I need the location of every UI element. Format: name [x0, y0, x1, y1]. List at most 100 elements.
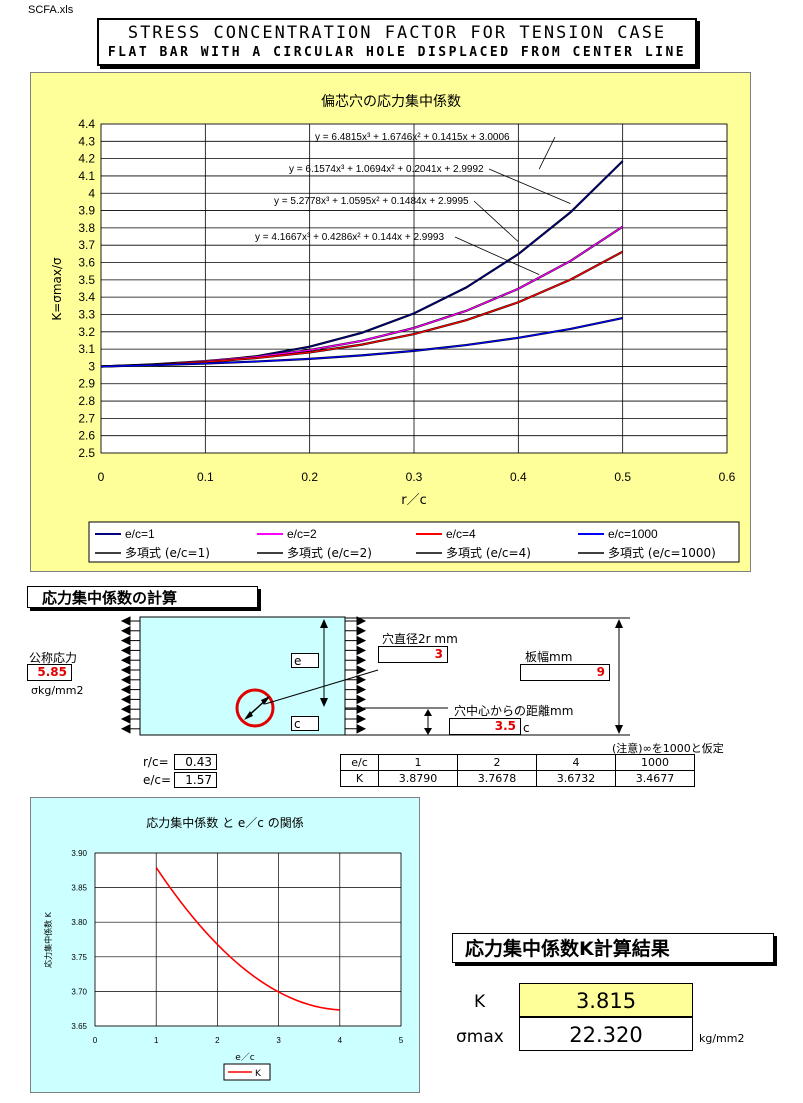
chart1-legend [88, 521, 740, 563]
force-arrowhead [356, 625, 367, 636]
chart-area-scf[interactable]: 2.5 2.6 2.7 2.8 2.9 3 3.1 3.2 3.3 3.4 3.5 3.6 3.7 3.8… [30, 72, 751, 572]
x-tick-label: 0.6 [719, 470, 736, 484]
y-tick-label: 3.6 [78, 256, 95, 270]
center-distance-input[interactable]: 3.5 [449, 718, 521, 735]
force-arrowhead [120, 704, 131, 715]
y-tick-label: 3.80 [71, 918, 87, 927]
x-tick-label: 0 [93, 1036, 98, 1045]
chart2-xlabel: e／c [235, 1052, 255, 1063]
chart1-svg: 2.5 2.6 2.7 2.8 2.9 3 3.1 3.2 3.3 3.4 3.5 3.6 3.7 3.8… [50, 93, 740, 563]
legend-entry: e/c=4 [446, 527, 476, 541]
y-tick-label: 3.8 [78, 221, 95, 235]
nominal-stress-label: 公称応力 [29, 651, 78, 665]
smax-value: 22.320 [519, 1017, 693, 1051]
smax-label: σmax [456, 1027, 504, 1047]
chart2-title: 応力集中係数 と e／c の関係 [146, 815, 303, 830]
y-tick-label: 3.9 [78, 204, 95, 218]
series-line-k [155, 867, 340, 1011]
chart2-ylabel: 応力集中係数 K [43, 911, 53, 968]
force-arrowhead [356, 665, 367, 675]
k-table-header-row: e/c 1 2 4 1000 [340, 754, 695, 771]
k-table-value-row: K 3.8790 3.7678 3.6732 3.4677 [340, 770, 695, 787]
force-arrowhead [120, 625, 131, 636]
k-table-cell: 3.6732 [536, 770, 616, 787]
plate-width-label: 板幅mm [525, 650, 573, 664]
force-arrowhead [356, 704, 367, 715]
y-tick-label: 3.85 [71, 884, 87, 893]
force-arrowhead [356, 645, 367, 656]
rc-label: r/c= [143, 755, 169, 769]
force-arrowhead [356, 714, 367, 724]
series-line-4 [100, 317, 623, 368]
y-tick-label: 3.7 [78, 238, 95, 252]
y-tick-label: 4.1 [78, 169, 95, 183]
force-arrowhead [120, 694, 131, 705]
result-title: 応力集中係数K計算結果 [452, 933, 774, 963]
force-arrowhead [120, 714, 131, 724]
chart-area-k-vs-ec[interactable]: 3.65 3.70 3.75 3.80 3.85 3.90 0 1 2 3 4 5 応力集中係数 と e… [30, 797, 420, 1093]
y-tick-label: 4.3 [78, 134, 95, 148]
force-arrowhead [120, 674, 131, 685]
title-line2: FLAT BAR WITH A CIRCULAR HOLE DISPLACED … [107, 45, 687, 60]
k-table-cell: 1000 [615, 754, 695, 771]
nominal-stress-input[interactable]: 5.85 [27, 664, 72, 681]
y-tick-label: 3.4 [78, 290, 95, 304]
hole-diameter-input[interactable]: 3 [378, 646, 448, 663]
k-table: e/c 1 2 4 1000 K 3.8790 3.7678 3.6732 3.… [340, 754, 695, 787]
k-table-cell: 3.7678 [457, 770, 537, 787]
force-arrowhead [120, 635, 131, 646]
y-tick-label: 3.65 [71, 1022, 87, 1031]
x-tick-label: 0.5 [614, 470, 631, 484]
k-table-cell: K [340, 770, 379, 787]
e-label: e [294, 654, 302, 668]
force-arrowhead [356, 655, 367, 666]
x-tick-label: 3 [276, 1036, 281, 1045]
y-tick-label: 4.2 [78, 152, 95, 166]
force-arrowhead [120, 665, 131, 675]
y-tick-label: 3.2 [78, 325, 95, 339]
x-tick-label: 0.2 [301, 470, 318, 484]
legend-entry: e/c=1000 [608, 527, 658, 541]
y-tick-label: 4.4 [78, 117, 95, 131]
bar-diagram [120, 616, 630, 736]
hole-diameter-label: 穴直径2r mm [382, 632, 458, 646]
equation-leader [538, 136, 556, 170]
legend-entry: 多項式 (e/c=1000) [608, 546, 716, 560]
k-table-cell: 2 [457, 754, 537, 771]
y-tick-label: 3.3 [78, 307, 95, 321]
legend-entry: K [255, 1069, 262, 1079]
note-label: (注意)∞を1000と仮定 [612, 742, 724, 755]
force-arrowhead [120, 616, 131, 626]
plate-width-input[interactable]: 9 [520, 664, 610, 681]
ec-label: e/c= [143, 773, 172, 787]
e-label-box: e [291, 653, 319, 668]
equation-leader [473, 200, 519, 243]
x-tick-label: 5 [399, 1036, 404, 1045]
force-arrowhead [120, 723, 131, 734]
center-distance-label: 穴中心からの距離mm [454, 704, 574, 718]
trendline-equation: y = 6.4815x³ + 1.6746x² + 0.1415x + 3.00… [315, 132, 510, 143]
k-table-cell: 4 [536, 754, 616, 771]
force-arrowhead [356, 616, 367, 626]
calc-section-title: 応力集中係数の計算 [27, 586, 258, 608]
c-unit-label: c [523, 721, 530, 735]
y-tick-label: 2.5 [78, 446, 95, 460]
chart2-svg: 3.65 3.70 3.75 3.80 3.85 3.90 0 1 2 3 4 5 応力集中係数 と e… [43, 815, 404, 1081]
title-line1: STRESS CONCENTRATION FACTOR FOR TENSION … [127, 23, 667, 43]
legend-entry: 多項式 (e/c=2) [287, 546, 372, 560]
x-tick-label: 0.1 [197, 470, 214, 484]
legend-entry: e/c=1 [125, 527, 155, 541]
chart1-ylabel: K=σmax/σ [50, 257, 64, 321]
k-result-label: K [474, 992, 486, 1012]
equation-leader [454, 236, 540, 276]
x-tick-label: 1 [154, 1036, 159, 1045]
k-table-cell: 1 [378, 754, 458, 771]
legend-entry: 多項式 (e/c=1) [125, 546, 210, 560]
y-tick-label: 3.5 [78, 273, 95, 287]
legend-entry: e/c=2 [287, 527, 317, 541]
x-tick-label: 0 [98, 470, 105, 484]
trendline-equation: y = 4.1667x³ + 0.4286x² + 0.144x + 2.999… [255, 232, 444, 243]
y-tick-label: 3 [88, 359, 95, 373]
force-arrowhead [356, 723, 367, 734]
y-tick-label: 3.70 [71, 987, 87, 996]
